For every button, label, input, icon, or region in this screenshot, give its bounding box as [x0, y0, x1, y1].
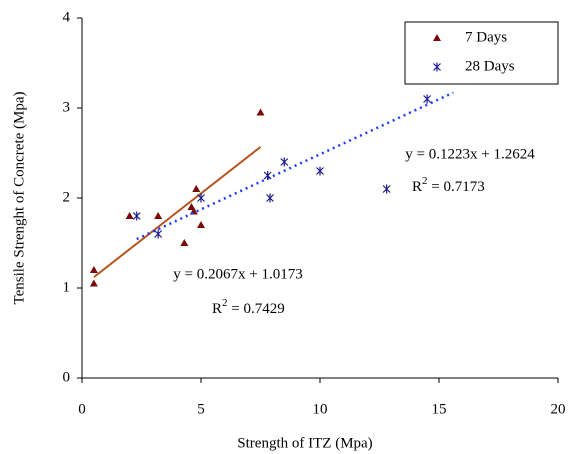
r-value: = 0.7429: [228, 301, 285, 317]
y-tick-label: 4: [63, 9, 71, 25]
x-tick-label: 5: [197, 401, 205, 417]
point: [180, 239, 189, 246]
point: [280, 157, 289, 167]
point: [266, 193, 274, 203]
point: [197, 221, 205, 228]
r-squared: R2 = 0.7173: [412, 175, 485, 196]
x-tick-label: 15: [432, 401, 447, 417]
trendline: [136, 91, 454, 241]
x-tick-label: 20: [551, 401, 566, 417]
trendline-equation: y = 0.2067x + 1.0173: [173, 266, 302, 282]
y-tick-label: 2: [63, 189, 71, 205]
point: [382, 184, 391, 194]
r-power: 2: [222, 297, 228, 309]
point: [423, 94, 432, 104]
r-value: = 0.7173: [428, 179, 485, 195]
x-axis-title: Strength of ITZ (Mpa): [237, 435, 372, 451]
r-squared: R2 = 0.7429: [212, 297, 285, 318]
point: [154, 229, 163, 239]
point: [256, 108, 265, 116]
point: [89, 266, 98, 273]
point: [316, 166, 324, 176]
point: [125, 212, 134, 219]
legend-marker: [433, 62, 441, 72]
legend-box: [404, 21, 559, 85]
r-power: 2: [422, 175, 428, 187]
trendline-equation: y = 0.1223x + 1.2624: [405, 146, 535, 162]
point: [263, 171, 272, 180]
y-tick-label: 3: [63, 99, 71, 115]
y-tick-label: 1: [63, 279, 71, 295]
y-tick-label: 0: [63, 369, 71, 385]
x-tick-label: 10: [313, 401, 328, 417]
trendline: [93, 146, 262, 278]
point: [154, 212, 163, 219]
point: [89, 279, 98, 287]
legend-label: 7 Days: [465, 29, 507, 45]
point: [197, 193, 205, 203]
r-symbol: R: [212, 301, 222, 317]
point: [192, 185, 201, 192]
r-symbol: R: [412, 179, 422, 195]
legend-label: 28 Days: [465, 58, 515, 74]
y-axis-title: Tensile Strenght of Concrete (Mpa): [11, 91, 27, 304]
legend-marker: [433, 34, 441, 41]
x-tick-label: 0: [78, 401, 86, 417]
point: [132, 211, 141, 221]
